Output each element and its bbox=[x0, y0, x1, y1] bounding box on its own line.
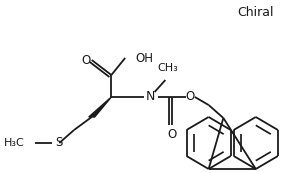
Text: N: N bbox=[146, 90, 155, 103]
Text: OH: OH bbox=[135, 52, 153, 65]
Text: O: O bbox=[185, 90, 195, 103]
Text: S: S bbox=[56, 136, 63, 149]
Polygon shape bbox=[89, 97, 111, 117]
Text: Chiral: Chiral bbox=[238, 6, 274, 19]
Text: CH₃: CH₃ bbox=[157, 63, 178, 73]
Text: O: O bbox=[168, 128, 177, 140]
Text: O: O bbox=[81, 53, 90, 66]
Text: H₃C: H₃C bbox=[4, 138, 25, 148]
